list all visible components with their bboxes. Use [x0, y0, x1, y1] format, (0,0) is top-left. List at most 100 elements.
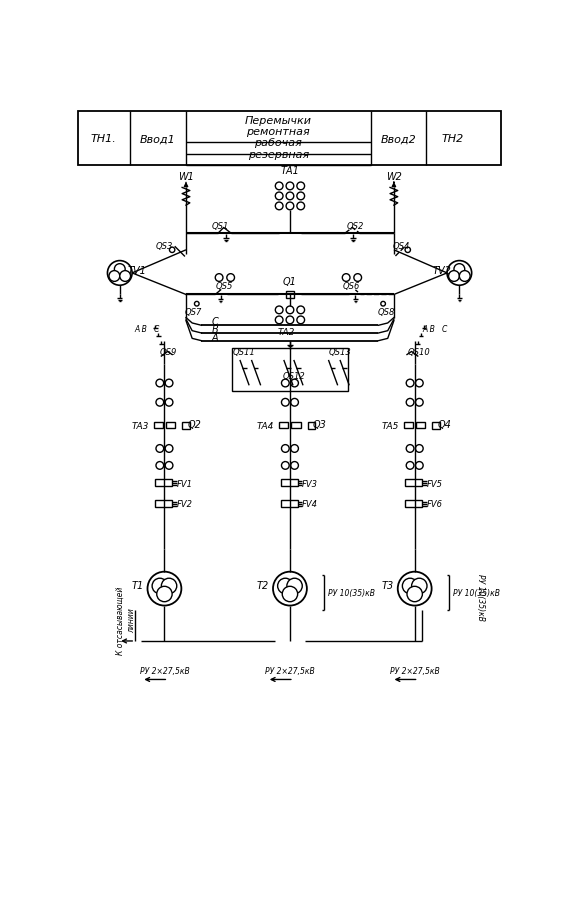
Text: ТА4: ТА4 [257, 421, 274, 430]
Text: C: C [212, 318, 219, 327]
Circle shape [291, 462, 298, 470]
Bar [281, 501, 298, 508]
Bar [78, 112, 501, 166]
Bar [308, 422, 315, 429]
Text: Т3: Т3 [381, 580, 394, 590]
Text: Q2: Q2 [188, 419, 201, 429]
Circle shape [156, 399, 164, 407]
Text: W2: W2 [386, 171, 402, 181]
Circle shape [286, 193, 294, 200]
Text: FV6: FV6 [427, 500, 443, 509]
Circle shape [114, 264, 125, 275]
Text: QS4: QS4 [393, 243, 410, 251]
Bar [279, 423, 288, 429]
Text: К отсасывающей
линии: К отсасывающей линии [116, 585, 136, 654]
Text: Ввод1: Ввод1 [140, 134, 175, 144]
Circle shape [405, 248, 410, 253]
Text: РУ 10(35)кВ: РУ 10(35)кВ [328, 588, 376, 597]
Text: QS10: QS10 [407, 347, 430, 356]
Text: ТV2: ТV2 [433, 265, 452, 275]
Text: QS1: QS1 [212, 222, 229, 231]
Circle shape [459, 272, 470, 282]
Text: Q1: Q1 [283, 276, 297, 286]
Circle shape [297, 317, 305, 325]
Bar [155, 501, 172, 508]
Circle shape [281, 445, 289, 453]
Text: QS11: QS11 [232, 347, 255, 356]
Text: FV1: FV1 [176, 479, 193, 488]
Circle shape [156, 380, 164, 388]
Bar [286, 291, 294, 299]
Circle shape [227, 274, 234, 282]
Text: C: C [154, 325, 159, 334]
Circle shape [415, 445, 423, 453]
Circle shape [107, 262, 132, 286]
Bar [166, 423, 175, 429]
Circle shape [275, 183, 283, 190]
Text: Перемычки: Перемычки [245, 116, 312, 126]
Circle shape [275, 203, 283, 210]
Bar [432, 422, 440, 429]
Text: B: B [212, 325, 219, 335]
Bar [292, 423, 301, 429]
Circle shape [297, 193, 305, 200]
Circle shape [286, 183, 294, 190]
Bar [154, 423, 163, 429]
Circle shape [109, 272, 120, 282]
Circle shape [147, 572, 181, 606]
Circle shape [291, 399, 298, 407]
Text: ТА2: ТА2 [277, 327, 295, 336]
Text: ТА5: ТА5 [381, 421, 399, 430]
Bar [155, 480, 172, 487]
Circle shape [286, 317, 294, 325]
Text: Q3: Q3 [313, 419, 327, 429]
Circle shape [165, 445, 173, 453]
Circle shape [342, 274, 350, 282]
Circle shape [407, 586, 423, 602]
Circle shape [398, 572, 432, 606]
Circle shape [286, 203, 294, 210]
Circle shape [273, 572, 307, 606]
Text: ТА3: ТА3 [131, 421, 149, 430]
Circle shape [275, 317, 283, 325]
Circle shape [282, 586, 298, 602]
Circle shape [170, 248, 175, 253]
Text: QS13: QS13 [329, 347, 351, 356]
Text: Т2: Т2 [257, 580, 269, 590]
Circle shape [286, 307, 294, 315]
Circle shape [275, 193, 283, 200]
Text: A: A [212, 333, 219, 343]
Text: FV3: FV3 [302, 479, 318, 488]
Text: РУ 2×27,5кВ: РУ 2×27,5кВ [390, 666, 440, 675]
Circle shape [157, 586, 172, 602]
Text: QS5: QS5 [216, 281, 233, 290]
Circle shape [449, 272, 459, 282]
Text: QS9: QS9 [159, 347, 177, 356]
Bar [232, 349, 347, 391]
Text: QS12: QS12 [282, 372, 305, 381]
Text: Q4: Q4 [438, 419, 451, 429]
Text: ТН1.: ТН1. [91, 134, 116, 144]
Text: резервная: резервная [248, 150, 309, 160]
Bar [182, 422, 190, 429]
Text: FV2: FV2 [176, 500, 193, 509]
Circle shape [281, 399, 289, 407]
Bar [404, 423, 413, 429]
Text: РУ 10(35)кВ: РУ 10(35)кВ [453, 588, 500, 597]
Circle shape [415, 380, 423, 388]
Bar [406, 501, 423, 508]
Circle shape [454, 264, 465, 275]
Text: ТV1: ТV1 [127, 265, 146, 275]
Circle shape [297, 183, 305, 190]
Text: ТН2: ТН2 [441, 134, 463, 144]
Text: A B: A B [422, 325, 435, 334]
Text: QS2: QS2 [347, 222, 364, 231]
Circle shape [287, 578, 302, 594]
Text: QS8: QS8 [377, 308, 395, 317]
Text: РУ 10(35)кВ: РУ 10(35)кВ [476, 573, 485, 620]
Circle shape [120, 272, 131, 282]
Text: FV4: FV4 [302, 500, 318, 509]
Circle shape [156, 445, 164, 453]
Circle shape [291, 445, 298, 453]
Text: A B: A B [135, 325, 148, 334]
